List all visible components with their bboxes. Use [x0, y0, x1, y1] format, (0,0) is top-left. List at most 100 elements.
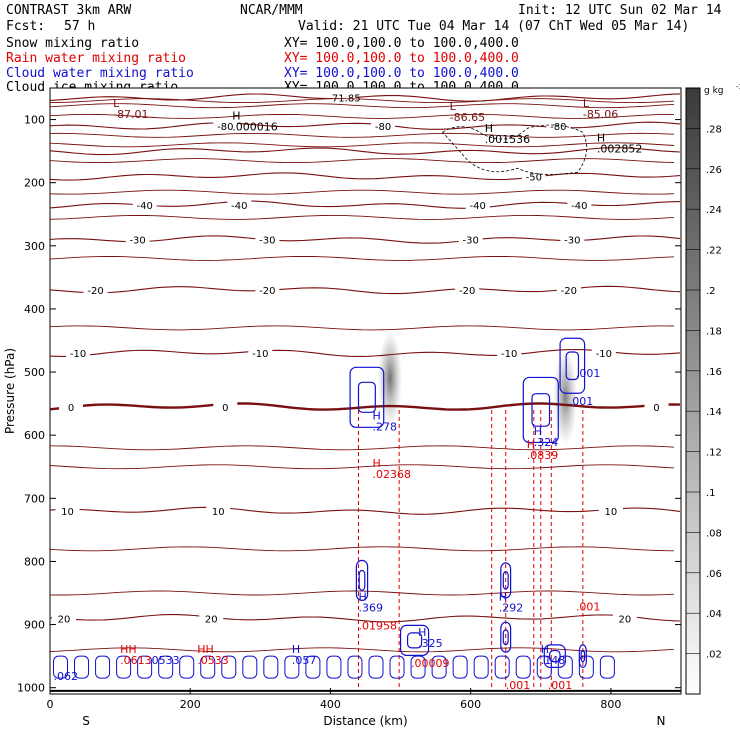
temperature-contour — [49, 445, 675, 451]
temperature-contour — [49, 255, 675, 261]
extremum-mark: H — [527, 438, 535, 451]
y-tick-label: 700 — [24, 492, 45, 505]
field-xy-rain: XY= 100.0,100.0 to 100.0,400.0 — [284, 51, 519, 66]
extremum-mark: H — [373, 457, 381, 470]
temperature-contour — [49, 189, 675, 195]
cloud-water-contour — [431, 655, 447, 679]
cloud-ice-contour — [442, 124, 588, 175]
contour-label-bg — [55, 504, 80, 517]
y-tick-label: 900 — [24, 619, 45, 632]
cloud-water-contour — [410, 655, 426, 679]
temperature-contour — [49, 93, 681, 102]
contour-label-bg — [132, 198, 157, 211]
contour-label-bg — [213, 400, 238, 413]
y-tick-label: 500 — [24, 366, 45, 379]
extremum-mark: HH — [197, 643, 214, 656]
contour-label: -30 — [259, 236, 275, 247]
temperature-contour — [49, 103, 675, 109]
north-label: N — [657, 714, 666, 728]
x-tick-label: 0 — [47, 698, 54, 711]
extremum-value: .00009 — [411, 657, 450, 670]
extremum-mark: L — [113, 97, 120, 110]
temperature-contour — [49, 325, 675, 331]
contour-label: 20 — [619, 614, 632, 625]
field-label-snow: Snow mixing ratio — [6, 36, 140, 51]
cloud-water-contour — [557, 655, 573, 679]
extremum-value: .057 — [292, 654, 317, 667]
contour-label: -80 — [550, 122, 566, 133]
temperature-contour — [49, 147, 681, 156]
cloud-water-contour — [578, 655, 594, 679]
temperature-contour — [49, 132, 675, 138]
field-xy-cloud-water: XY= 100.0,100.0 to 100.0,400.0 — [284, 66, 519, 81]
contour-label: 0 — [68, 403, 74, 414]
contour-label-bg — [521, 170, 546, 183]
temperature-contour — [49, 614, 681, 623]
field-label-rain: Rain water mixing ratio — [6, 51, 187, 66]
temperature-contour — [49, 172, 681, 181]
contour-label-bg — [248, 347, 273, 360]
colorbar-tick-label: .12 — [706, 448, 722, 459]
contour-label-bg — [371, 119, 396, 132]
temperature-contour — [49, 214, 675, 220]
colorbar-tick-label: .26 — [706, 165, 722, 176]
colorbar — [685, 87, 701, 695]
cloud-water-contour — [559, 337, 586, 394]
cloud-water-contour — [355, 559, 369, 601]
x-axis-label: Distance (km) — [323, 714, 407, 728]
extremum-value: .278 — [373, 420, 398, 433]
temperature-contour — [49, 158, 675, 164]
contour-label: -40 — [136, 201, 152, 212]
y-tick-label: 400 — [24, 303, 45, 316]
cloud-water-contour — [95, 655, 111, 679]
cloud-water-contour — [565, 351, 580, 381]
contour-label: -40 — [470, 201, 486, 212]
colorbar-tick-label: .28 — [706, 124, 722, 135]
colorbar-tick-label: .16 — [706, 367, 722, 378]
extremum-value: .02368 — [373, 468, 412, 481]
contour-label: -30 — [462, 236, 478, 247]
contour-label: 20 — [58, 614, 71, 625]
contour-label-bg — [458, 233, 483, 246]
temperature-contour — [49, 506, 681, 515]
field-xy-snow: XY= 100.0,100.0 to 100.0,400.0 — [284, 36, 519, 51]
extremum-mark: L — [583, 97, 590, 110]
contour-label: -20 — [87, 286, 103, 297]
y-axis-label: Pressure (hPa) — [3, 348, 17, 434]
extremum-value: .002852 — [597, 143, 643, 156]
y-tick-label: 200 — [24, 177, 45, 190]
cloud-water-contour — [599, 655, 615, 679]
extremum-value: .001 — [576, 600, 601, 613]
contour-label: -80 — [217, 122, 233, 133]
snow-shading — [378, 330, 403, 427]
contour-label: -10 — [252, 349, 268, 360]
contour-label-bg — [52, 612, 77, 625]
temperature-contour — [49, 464, 675, 470]
extremum-value: -85.06 — [583, 108, 618, 121]
colorbar-unit-exponent: -1 — [736, 83, 740, 91]
forecast-hour: 57 h — [64, 19, 96, 34]
colorbar-tick-label: .08 — [706, 528, 722, 539]
temperature-contour — [49, 647, 675, 653]
extremum-mark: H — [499, 591, 507, 604]
temperature-contour — [49, 142, 675, 148]
colorbar-tick-label: .24 — [706, 205, 722, 216]
contour-label-bg — [591, 347, 616, 360]
contour-label-bg — [66, 347, 91, 360]
extremum-value: .324 — [534, 436, 559, 449]
contour-label-bg — [556, 284, 581, 296]
contour-label-bg — [332, 91, 357, 104]
cloud-water-contour — [326, 655, 342, 679]
cloud-water-contour — [263, 655, 279, 679]
cloud-water-contour — [502, 629, 509, 646]
cloud-water-contour — [357, 381, 376, 413]
model-title: CONTRAST 3km ARW — [6, 3, 132, 18]
contour-label-bg — [644, 400, 669, 413]
colorbar-tick-label: .14 — [706, 407, 722, 418]
temperature-contour — [49, 121, 681, 130]
contour-label-bg — [213, 119, 238, 132]
cloud-water-contour — [242, 655, 258, 679]
cloud-water-contour — [399, 624, 430, 656]
contour-label-bg — [59, 400, 84, 413]
contour-label: 10 — [61, 507, 74, 518]
